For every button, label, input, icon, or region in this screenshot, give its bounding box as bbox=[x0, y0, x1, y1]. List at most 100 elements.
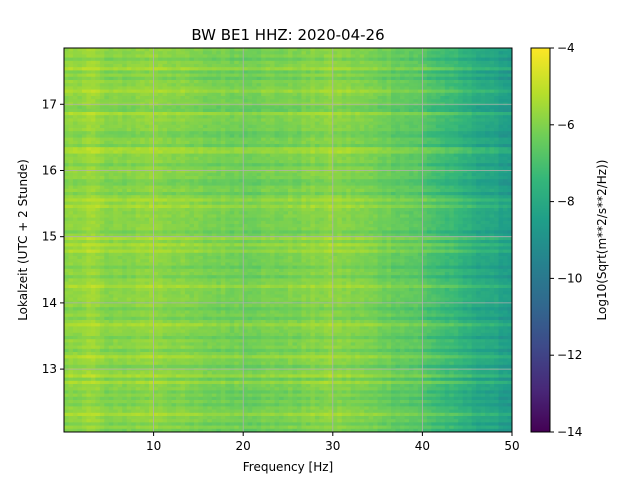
heatmap-cell bbox=[135, 51, 141, 55]
heatmap-cell bbox=[417, 64, 423, 68]
heatmap-cell bbox=[283, 67, 289, 71]
heatmap-cell bbox=[319, 150, 325, 155]
heatmap-cell bbox=[158, 70, 164, 75]
heatmap-cell bbox=[126, 121, 132, 126]
heatmap-cell bbox=[431, 57, 437, 62]
heatmap-cell bbox=[462, 70, 468, 75]
heatmap-cell bbox=[408, 70, 415, 75]
heatmap-cell bbox=[77, 172, 83, 177]
heatmap-cell bbox=[131, 124, 137, 129]
heatmap-cell bbox=[453, 60, 459, 65]
heatmap-cell bbox=[184, 201, 191, 206]
heatmap-cell bbox=[247, 172, 253, 177]
heatmap-cell bbox=[435, 86, 441, 91]
heatmap-cell bbox=[292, 198, 298, 203]
heatmap-cell bbox=[283, 179, 289, 183]
heatmap-cell bbox=[332, 169, 338, 174]
heatmap-cell bbox=[270, 86, 276, 91]
heatmap-cell bbox=[113, 73, 119, 78]
heatmap-cell bbox=[202, 51, 208, 55]
heatmap-cell bbox=[270, 51, 276, 55]
heatmap-cell bbox=[314, 179, 320, 183]
heatmap-cell bbox=[498, 176, 504, 180]
heatmap-cell bbox=[122, 89, 128, 94]
heatmap-cell bbox=[117, 140, 123, 145]
heatmap-cell bbox=[247, 76, 253, 81]
heatmap-cell bbox=[471, 86, 477, 91]
heatmap-cell bbox=[417, 54, 423, 59]
heatmap-cell bbox=[283, 166, 289, 171]
heatmap-cell bbox=[471, 51, 477, 55]
heatmap-cell bbox=[153, 131, 159, 135]
heatmap-cell bbox=[310, 86, 316, 91]
heatmap-cell bbox=[288, 201, 294, 206]
heatmap-cell bbox=[180, 137, 186, 142]
heatmap-cell bbox=[288, 76, 294, 81]
heatmap-cell bbox=[341, 57, 347, 62]
heatmap-cell bbox=[274, 188, 280, 193]
heatmap-cell bbox=[323, 172, 329, 177]
heatmap-cell bbox=[323, 105, 329, 110]
heatmap-cell bbox=[364, 172, 370, 177]
heatmap-cell bbox=[162, 108, 168, 113]
heatmap-cell bbox=[274, 64, 280, 68]
heatmap-cell bbox=[400, 192, 406, 196]
heatmap-cell bbox=[131, 182, 137, 187]
heatmap-cell bbox=[382, 131, 388, 135]
heatmap-cell bbox=[113, 60, 119, 65]
heatmap-cell bbox=[158, 60, 164, 65]
heatmap-cell bbox=[90, 192, 96, 196]
heatmap-cell bbox=[252, 54, 258, 59]
heatmap-cell bbox=[171, 60, 177, 65]
heatmap-cell bbox=[265, 204, 271, 209]
heatmap-cell bbox=[368, 64, 374, 68]
heatmap-cell bbox=[296, 192, 303, 196]
heatmap-cell bbox=[68, 60, 74, 65]
heatmap-cell bbox=[440, 92, 446, 97]
heatmap-cell bbox=[359, 105, 365, 110]
heatmap-cell bbox=[243, 105, 249, 110]
heatmap-cell bbox=[81, 188, 87, 193]
heatmap-cell bbox=[86, 54, 92, 59]
heatmap-cell bbox=[207, 166, 213, 171]
heatmap-cell bbox=[467, 140, 473, 145]
heatmap-cell bbox=[149, 140, 155, 145]
heatmap-cell bbox=[332, 80, 338, 84]
heatmap-cell bbox=[140, 67, 146, 71]
heatmap-cell bbox=[462, 131, 468, 135]
heatmap-cell bbox=[382, 89, 388, 94]
heatmap-cell bbox=[323, 64, 329, 68]
heatmap-cell bbox=[135, 48, 141, 52]
heatmap-cell bbox=[247, 54, 253, 59]
heatmap-cell bbox=[471, 128, 477, 132]
heatmap-cell bbox=[364, 201, 370, 206]
heatmap-cell bbox=[426, 195, 432, 199]
heatmap-cell bbox=[247, 153, 253, 158]
heatmap-cell bbox=[341, 83, 347, 87]
heatmap-cell bbox=[319, 140, 325, 145]
heatmap-cell bbox=[265, 128, 271, 132]
heatmap-cell bbox=[413, 105, 419, 110]
heatmap-cell bbox=[314, 195, 320, 199]
heatmap-cell bbox=[440, 99, 446, 103]
heatmap-cell bbox=[234, 198, 240, 203]
heatmap-cell bbox=[507, 105, 512, 110]
heatmap-cell bbox=[296, 166, 303, 171]
heatmap-cell bbox=[408, 179, 415, 183]
heatmap-cell bbox=[435, 140, 441, 145]
heatmap-cell bbox=[350, 198, 356, 203]
heatmap-cell bbox=[126, 99, 132, 103]
heatmap-cell bbox=[408, 128, 415, 132]
heatmap-cell bbox=[193, 92, 199, 97]
heatmap-cell bbox=[99, 80, 105, 84]
heatmap-cell bbox=[373, 192, 379, 196]
heatmap-cell bbox=[301, 160, 307, 164]
heatmap-cell bbox=[408, 150, 415, 155]
heatmap-cell bbox=[485, 204, 491, 209]
heatmap-cell bbox=[458, 99, 464, 103]
heatmap-cell bbox=[126, 51, 132, 55]
heatmap-cell bbox=[480, 96, 486, 100]
heatmap-cell bbox=[247, 57, 253, 62]
heatmap-cell bbox=[225, 112, 231, 116]
heatmap-cell bbox=[404, 124, 410, 129]
